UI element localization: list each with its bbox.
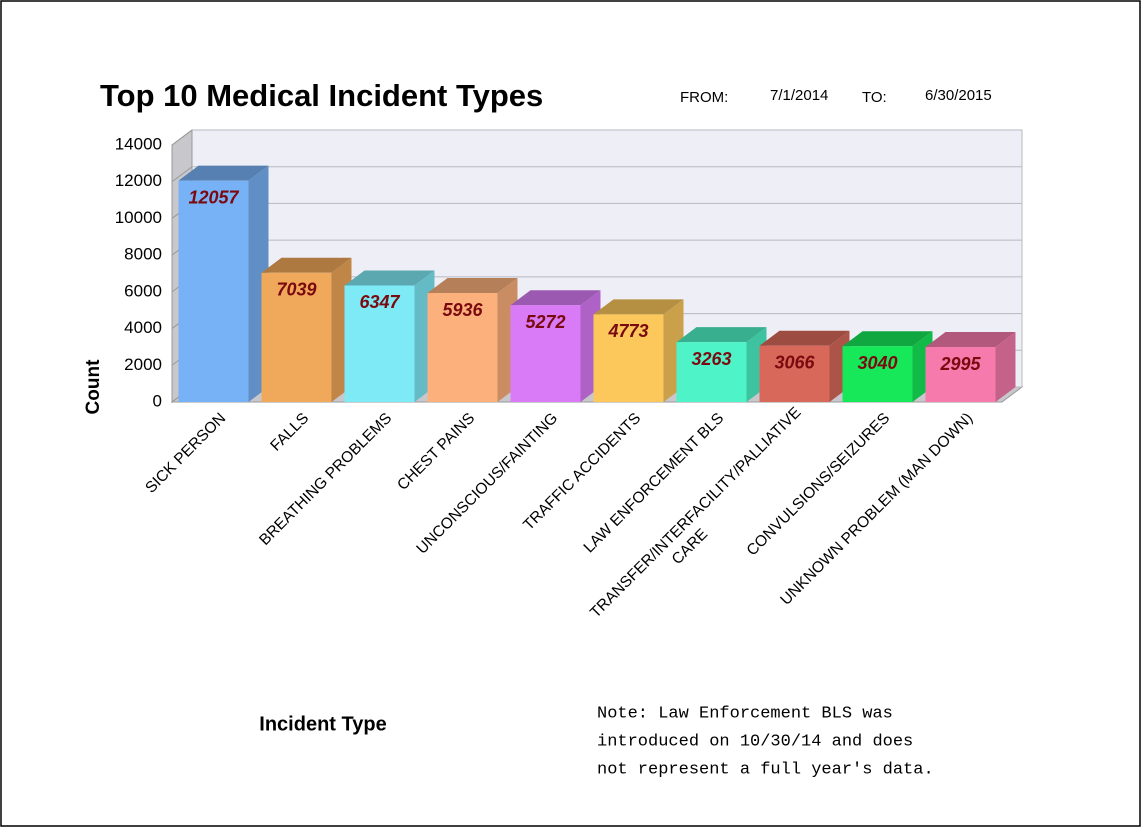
bar (593, 299, 684, 402)
y-tick-label: 2000 (124, 355, 162, 374)
bar-front (510, 305, 581, 402)
bar-top (261, 257, 352, 273)
value-label: 12057 (188, 187, 239, 207)
y-axis-label: Count (83, 359, 104, 415)
y-tick-label: 12000 (115, 171, 162, 190)
value-label: 3040 (857, 353, 897, 373)
bar-top (344, 270, 435, 286)
value-label: 2995 (939, 354, 981, 374)
bar (344, 270, 435, 402)
x-axis-label: Incident Type (259, 713, 386, 735)
to-date: 6/30/2015 (925, 87, 992, 104)
bar (427, 278, 518, 402)
bar-front (759, 345, 830, 402)
note-line: not represent a full year's data. (597, 760, 934, 779)
y-tick-label: 4000 (124, 318, 162, 337)
bar-front (178, 180, 249, 402)
value-label: 3263 (691, 349, 731, 369)
bar (510, 290, 601, 402)
bar-front (842, 346, 913, 402)
bar-top (759, 330, 850, 346)
bar-top (178, 165, 269, 181)
value-label: 3066 (774, 352, 815, 372)
note-line: introduced on 10/30/14 and does (597, 732, 913, 751)
value-label: 7039 (276, 280, 316, 300)
bar (925, 332, 1016, 402)
bar-top (510, 290, 601, 306)
bar-side (995, 332, 1016, 402)
y-tick-label: 6000 (124, 281, 162, 300)
y-tick-label: 14000 (115, 134, 162, 153)
bar-top (842, 331, 933, 347)
bar-front (344, 285, 415, 402)
bar-front (427, 293, 498, 402)
chart-title: Top 10 Medical Incident Types (100, 78, 543, 113)
bar-top (427, 278, 518, 294)
bar-top (593, 299, 684, 315)
value-label: 5272 (525, 312, 565, 332)
side-grid-line (171, 129, 193, 146)
y-tick-label: 10000 (115, 208, 162, 227)
bar-top (676, 327, 767, 343)
bar-front (261, 272, 332, 402)
bar (178, 165, 269, 402)
value-label: 6347 (359, 292, 400, 312)
bar (759, 330, 850, 402)
from-date: 7/1/2014 (770, 87, 828, 104)
value-label: 5936 (442, 300, 483, 320)
bar-top (925, 332, 1016, 348)
y-tick-label: 0 (153, 391, 162, 410)
from-label: FROM: (680, 89, 728, 106)
y-tick-label: 8000 (124, 245, 162, 264)
value-label: 4773 (607, 321, 648, 341)
side-grid-line (171, 166, 193, 183)
bar-front (676, 342, 747, 402)
to-label: TO: (862, 89, 887, 106)
note: Note: Law Enforcement BLS was introduced … (597, 704, 934, 779)
bar-front (925, 347, 996, 402)
bar-front (593, 314, 664, 402)
note-line: Note: Law Enforcement BLS was (597, 704, 893, 723)
